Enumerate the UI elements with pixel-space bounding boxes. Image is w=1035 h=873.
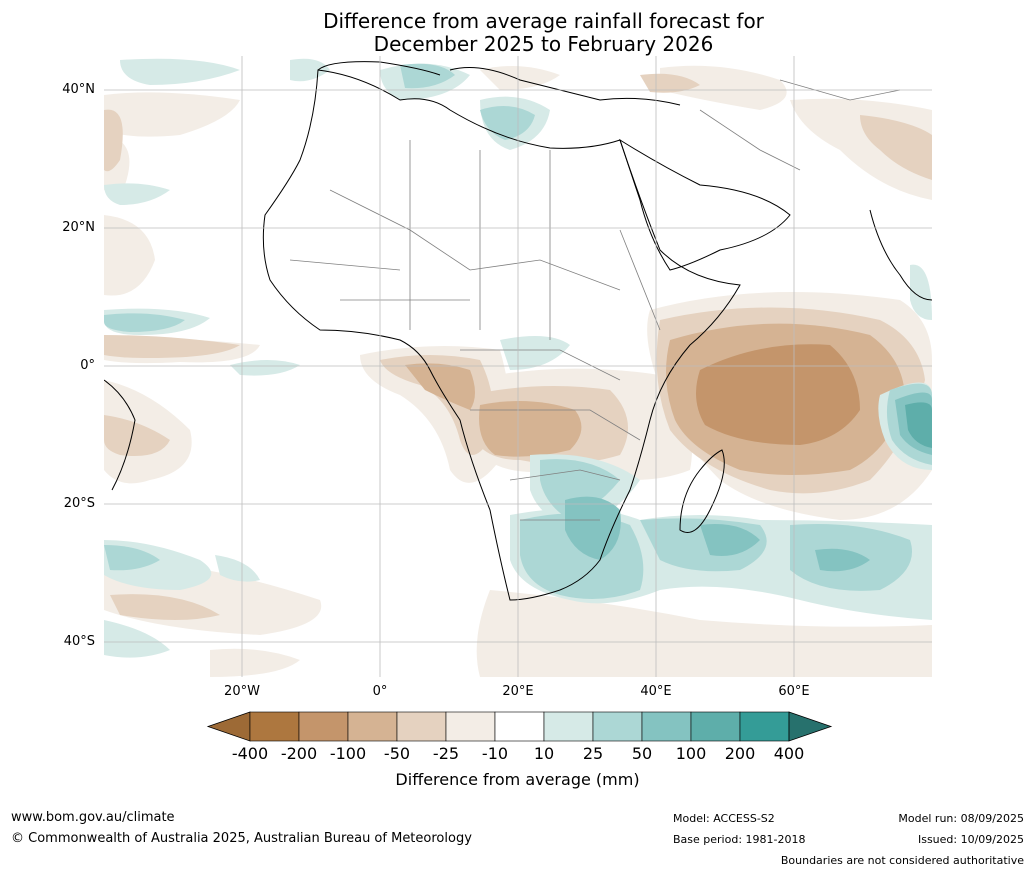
colorbar-bin (690, 711, 741, 742)
map-title: Difference from average rainfall forecas… (0, 10, 1035, 56)
colorbar-tick-label: 10 (533, 744, 555, 763)
lat-label-40n: 40°N (62, 82, 95, 97)
colorbar-title: Difference from average (mm) (395, 770, 640, 789)
lon-label-40e: 40°E (640, 684, 672, 699)
footer-website[interactable]: www.bom.gov.au/climate (11, 810, 175, 825)
footer-copyright: © Commonwealth of Australia 2025, Austra… (11, 831, 472, 846)
colorbar-tick-label: 50 (631, 744, 653, 763)
colorbar-tick-label: 200 (724, 744, 756, 763)
colorbar-bin (592, 711, 643, 742)
colorbar-over-arrow (788, 711, 833, 742)
lat-label-20n: 20°N (62, 220, 95, 235)
map-title-line2: December 2025 to February 2026 (373, 32, 714, 56)
footer-disclaimer: Boundaries are not considered authoritat… (780, 854, 1024, 867)
colorbar-bin (298, 711, 349, 742)
colorbar-tick-label: 25 (582, 744, 604, 763)
colorbar-tick-label: 100 (675, 744, 707, 763)
colorbar-bin (347, 711, 398, 742)
colorbar (206, 711, 833, 742)
lon-label-20e: 20°E (502, 684, 534, 699)
country-borders (289, 79, 901, 521)
footer-base-period: Base period: 1981-2018 (673, 833, 806, 846)
colorbar-bin (249, 711, 300, 742)
colorbar-bin (445, 711, 496, 742)
colorbar-bin (396, 711, 447, 742)
colorbar-bin (739, 711, 790, 742)
colorbar-tick-label: -25 (432, 744, 460, 763)
colorbar-bin (494, 711, 545, 742)
colorbar-tick-label: -50 (383, 744, 411, 763)
footer-model: Model: ACCESS-S2 (673, 812, 775, 825)
colorbar-tick-label: 400 (773, 744, 805, 763)
dry-anomaly-very-strong (696, 344, 860, 445)
map-title-line1: Difference from average rainfall forecas… (323, 9, 764, 33)
wet-anomaly-very-strong (905, 402, 932, 448)
colorbar-tick-label: -400 (231, 744, 269, 763)
lon-label-0: 0° (372, 684, 388, 699)
colorbar-bin (543, 711, 594, 742)
footer-model-run: Model run: 08/09/2025 (898, 812, 1024, 825)
lat-label-40s: 40°S (63, 634, 95, 649)
colorbar-tick-label: -200 (280, 744, 318, 763)
lat-label-equator: 0° (80, 358, 95, 373)
colorbar-tick-label: -10 (481, 744, 509, 763)
gridlines (104, 56, 932, 677)
lon-label-60e: 60°E (778, 684, 810, 699)
lon-label-20w: 20°W (224, 684, 260, 699)
footer-issued: Issued: 10/09/2025 (917, 833, 1024, 846)
colorbar-bin (641, 711, 692, 742)
colorbar-under-arrow (206, 711, 251, 742)
lat-label-20s: 20°S (63, 496, 95, 511)
colorbar-tick-label: -100 (329, 744, 367, 763)
